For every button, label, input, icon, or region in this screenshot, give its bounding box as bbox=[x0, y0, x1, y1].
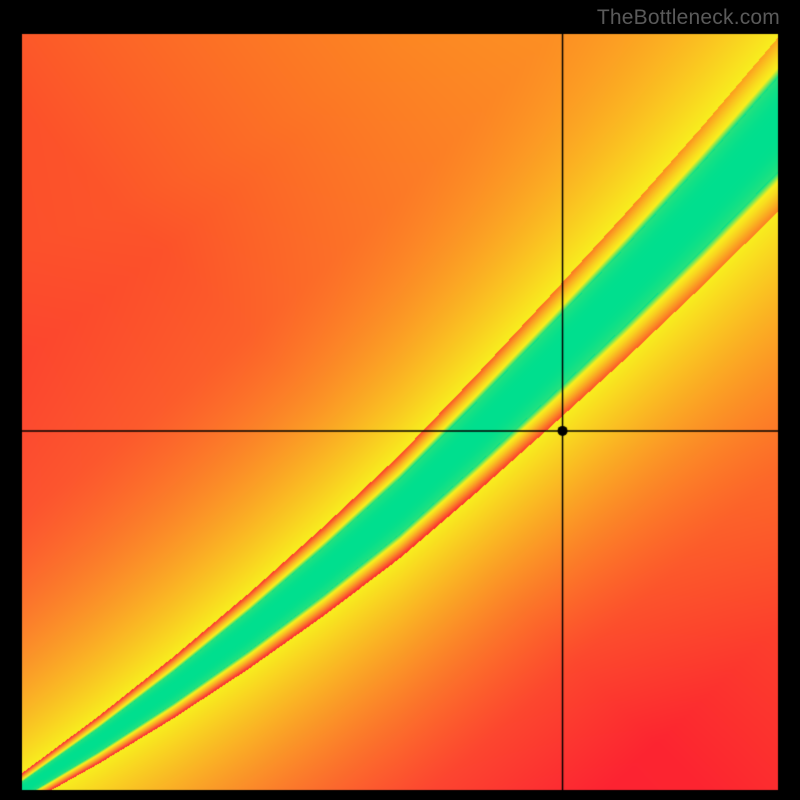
bottleneck-heatmap bbox=[0, 0, 800, 800]
watermark-text: TheBottleneck.com bbox=[597, 6, 780, 30]
